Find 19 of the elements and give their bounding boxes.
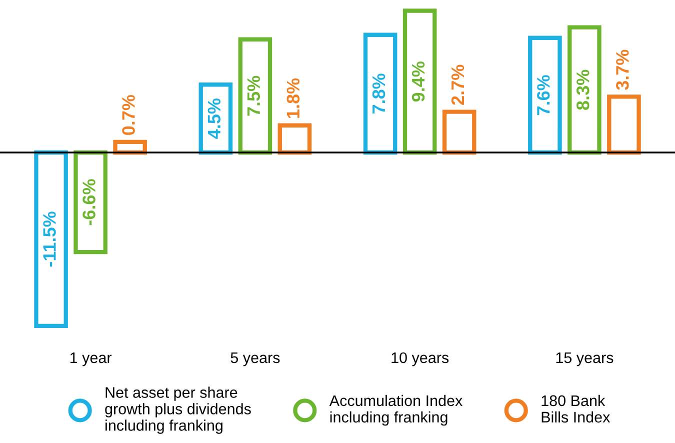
data-label: 2.7% xyxy=(451,64,464,105)
legend-label: 180 Bank Bills Index xyxy=(542,394,610,423)
data-label: 9.4% xyxy=(412,62,425,102)
x-tick-label: 15 years xyxy=(556,352,614,366)
data-label: 7.8% xyxy=(372,74,386,114)
data-label: 1.8% xyxy=(286,78,300,118)
legend-label: Accumulation Index including franking xyxy=(329,394,463,426)
data-label: 8.3% xyxy=(576,70,590,110)
data-label: 3.7% xyxy=(616,50,629,90)
x-tick-label: 10 years xyxy=(392,352,449,366)
x-tick-label: 5 years xyxy=(230,352,280,366)
x-tick-label: 1 year xyxy=(70,352,112,366)
data-label: 7.6% xyxy=(537,75,550,115)
data-label: 7.5% xyxy=(247,76,260,116)
data-label: 4.5% xyxy=(208,98,221,139)
data-label: 0.7% xyxy=(122,94,135,135)
data-label: -6.6% xyxy=(82,179,96,226)
legend-label: Net asset per share growth plus dividends including franking xyxy=(105,386,251,434)
data-label: -11.5% xyxy=(43,212,56,267)
